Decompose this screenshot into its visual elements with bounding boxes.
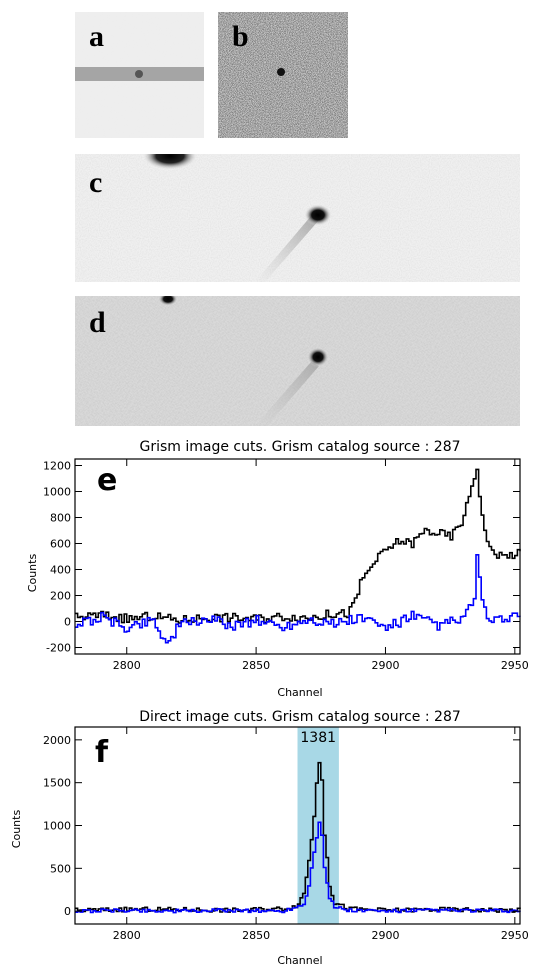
chart-e-y-tick-label: 400	[50, 564, 71, 577]
chart-e-y-tick-label: 800	[50, 512, 71, 525]
chart-e-panel-label: e	[97, 463, 117, 498]
chart-f-xlabel: Channel	[277, 954, 322, 967]
chart-f-x-tick-label: 2800	[113, 929, 141, 942]
chart-f-y-tick-label: 500	[50, 862, 71, 875]
chart-e-xlabel: Channel	[277, 686, 322, 699]
chart-e-title: Grism image cuts. Grism catalog source :…	[139, 439, 460, 455]
chart-e-y-tick-label: 0	[64, 616, 71, 629]
chart-f-y-tick-label: 1000	[43, 820, 71, 833]
panel-b-noise-image	[218, 12, 348, 138]
chart-e-y-tick-label: 1000	[43, 486, 71, 499]
chart-f-title: Direct image cuts. Grism catalog source …	[139, 709, 461, 725]
chart-e-series-line	[75, 468, 521, 624]
chart-f-y-tick-label: 0	[64, 905, 71, 918]
chart-f: Direct image cuts. Grism catalog source …	[0, 700, 540, 968]
chart-e-y-tick-label: 600	[50, 538, 71, 551]
chart-f-x-tick-label: 2850	[242, 929, 270, 942]
chart-e: Grism image cuts. Grism catalog source :…	[0, 432, 540, 700]
chart-e-series-line	[75, 554, 521, 644]
chart-e-frame	[74, 458, 521, 655]
panel-a-label: a	[89, 20, 104, 53]
chart-f-x-tick-label: 2950	[501, 929, 529, 942]
chart-f-plot-area: 2800 2850 2900 2950 0 500 1000 1500 2000 1381	[43, 726, 529, 942]
panel-c-image: c	[75, 154, 520, 282]
chart-f-svg: Direct image cuts. Grism catalog source …	[10, 709, 529, 967]
chart-e-svg: Grism image cuts. Grism catalog source :…	[26, 439, 529, 699]
chart-f-y-tick-label: 2000	[43, 734, 71, 747]
chart-f-panel-label: f	[95, 735, 109, 770]
panel-d-label: d	[89, 306, 106, 339]
chart-f-ylabel: Counts	[10, 810, 23, 849]
chart-f-series-line	[75, 821, 521, 914]
chart-e-y-tick-label: 1200	[43, 460, 71, 473]
chart-e-x-tick-label: 2900	[371, 659, 399, 672]
panel-d-spectrum-image	[75, 296, 520, 426]
chart-e-plot-area: 2800 2850 2900 2950 -200 0 200 400 600 800 1000 120…	[43, 458, 529, 672]
chart-e-y-tick-label: 200	[50, 590, 71, 603]
panel-a-noise-image	[75, 12, 204, 138]
chart-e-x-tick-label: 2950	[501, 659, 529, 672]
chart-e-x-tick-label: 2800	[113, 659, 141, 672]
panel-b-image: b	[218, 12, 348, 138]
chart-e-x-tick-label: 2850	[242, 659, 270, 672]
chart-e-ylabel: Counts	[26, 554, 39, 593]
panel-b-label: b	[232, 20, 249, 53]
chart-f-annotation: 1381	[300, 730, 336, 746]
panel-a-image: a	[75, 12, 204, 138]
panel-c-label: c	[89, 166, 103, 199]
chart-f-x-tick-label: 2900	[371, 929, 399, 942]
chart-f-y-tick-label: 1500	[43, 777, 71, 790]
panel-c-spectrum-image	[75, 154, 520, 282]
chart-e-y-tick-label: -200	[46, 642, 71, 655]
panel-d-image: d	[75, 296, 520, 426]
